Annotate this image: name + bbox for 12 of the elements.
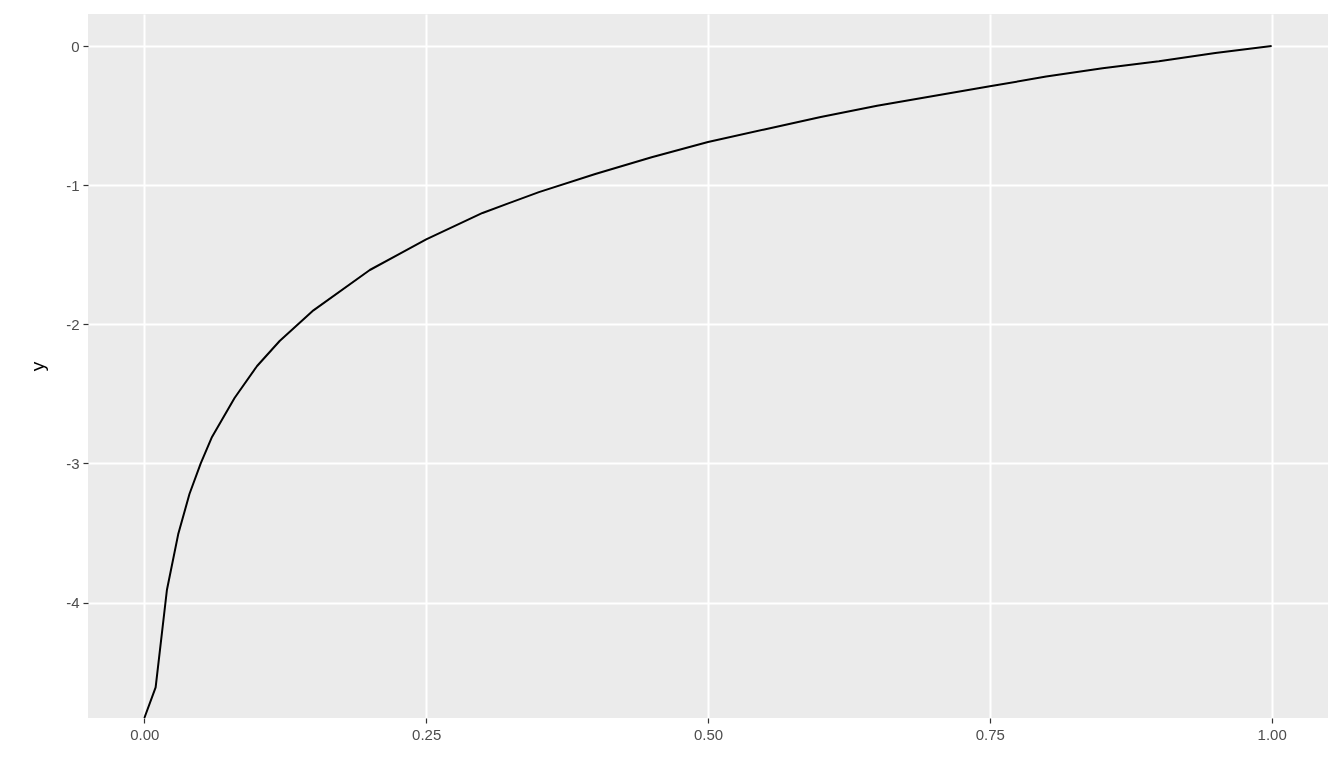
y-tick-label: -4 bbox=[66, 594, 80, 612]
x-tick-label: 0.00 bbox=[130, 725, 160, 743]
y-tick-label: 0 bbox=[71, 37, 80, 55]
x-tick-label: 0.50 bbox=[693, 725, 724, 743]
x-tick-label: 0.75 bbox=[975, 725, 1005, 743]
x-tick-label: 0.25 bbox=[412, 725, 442, 743]
x-tick-label: 1.00 bbox=[1257, 725, 1287, 743]
y-tick-label: -2 bbox=[66, 315, 80, 333]
y-tick-label: -1 bbox=[66, 176, 80, 194]
line-series bbox=[143, 45, 1273, 719]
y-tick-label: -3 bbox=[66, 454, 80, 472]
y-axis-title: y bbox=[27, 361, 49, 372]
